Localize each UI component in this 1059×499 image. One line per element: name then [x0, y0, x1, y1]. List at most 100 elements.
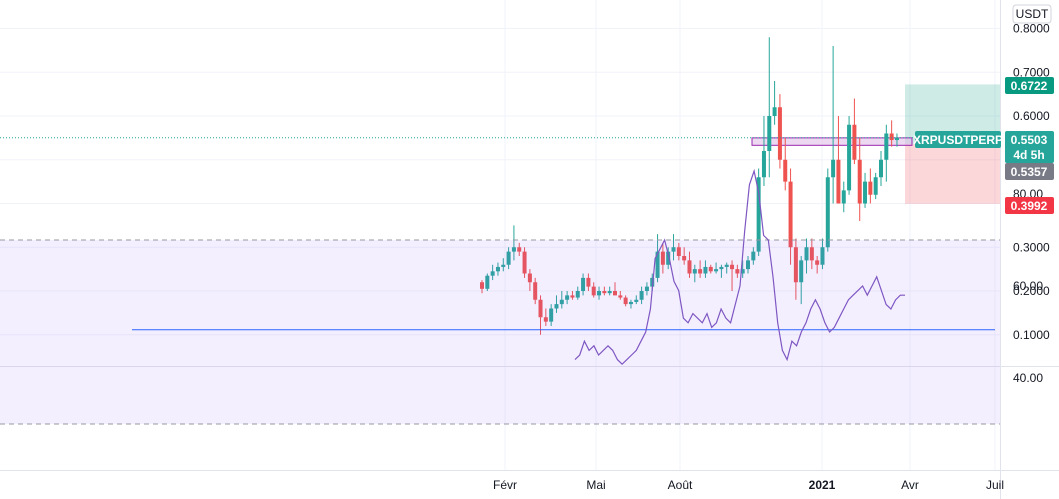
candle-body [857, 159, 862, 204]
candle [793, 238, 798, 300]
candle [687, 251, 692, 278]
candle [836, 116, 841, 204]
last-price-value: 0.5503 [1011, 133, 1048, 147]
candle-body [714, 269, 719, 272]
candle [644, 282, 649, 296]
candle [719, 264, 724, 278]
candle [623, 295, 628, 307]
time-tick-label: Juil [986, 478, 1004, 492]
candle [511, 225, 516, 261]
time-tick-label: Mai [586, 478, 605, 492]
candle-body [724, 264, 729, 267]
candle-body [533, 282, 538, 300]
candle [490, 264, 495, 281]
time-tick-label: Août [668, 478, 693, 492]
loss-zone[interactable] [905, 144, 1000, 204]
candle-body [607, 291, 612, 294]
candle-body [559, 299, 564, 305]
price-tick-label: 0.1000 [1013, 328, 1050, 342]
candle [565, 291, 570, 305]
rsi-band [0, 240, 1000, 424]
candle [879, 151, 883, 186]
candle-body [815, 260, 820, 265]
candle-body [708, 266, 713, 272]
candle-body [879, 159, 883, 178]
currency-badge[interactable] [1012, 4, 1052, 24]
price-tick-label: 0.8000 [1013, 22, 1050, 36]
candle-body [565, 295, 570, 300]
candle-body [868, 181, 873, 195]
candle-body [884, 133, 889, 160]
price-tick-label: 0.7000 [1013, 65, 1050, 79]
candle-body [735, 269, 740, 274]
candle-body [740, 269, 745, 274]
candle-body [847, 124, 852, 191]
candle-body [873, 177, 878, 195]
candle-body [581, 277, 586, 291]
candle-body [836, 159, 841, 204]
entry-tag: 0.5357 [1005, 163, 1054, 180]
last-price-tag: 0.5503 4d 5h [1005, 131, 1054, 163]
candle [703, 260, 708, 278]
candle [676, 242, 681, 261]
candle-body [777, 107, 782, 160]
candle-body [506, 251, 511, 265]
candle-body [511, 247, 516, 252]
candle-body [655, 251, 660, 278]
candle [831, 46, 836, 204]
candle-body [783, 159, 788, 182]
candle [761, 116, 766, 186]
candle-body [490, 271, 495, 276]
candle [857, 137, 862, 221]
candle [692, 264, 697, 283]
candle [522, 247, 527, 278]
rsi-pane[interactable] [0, 168, 1000, 425]
stop-loss-tag: 0.3992 [1005, 197, 1054, 214]
candle-body [543, 317, 548, 322]
candle [799, 256, 804, 305]
candle [825, 168, 830, 252]
candle-body [666, 251, 671, 265]
candle [618, 291, 623, 300]
candle-body [889, 133, 894, 141]
candle [501, 258, 506, 272]
candle-body [634, 299, 639, 302]
candle-body [687, 260, 692, 274]
candle [581, 273, 586, 296]
candle-body [863, 181, 868, 204]
candle-body [788, 181, 793, 248]
candle [809, 238, 814, 270]
candle [863, 172, 868, 208]
candle-body [698, 269, 703, 274]
candle-body [682, 256, 687, 261]
candle-body [804, 247, 809, 261]
stop-loss-value: 0.3992 [1011, 199, 1048, 213]
candle [607, 286, 612, 296]
rsi-tick-label: 60.00 [1013, 279, 1043, 293]
symbol-label: XRPUSDTPERP [913, 133, 1003, 147]
candle-body [852, 124, 857, 160]
candle [730, 260, 735, 291]
candle-body [772, 107, 777, 116]
candle-body [894, 137, 899, 141]
candle [480, 280, 484, 294]
bar-countdown: 4d 5h [1013, 148, 1044, 162]
candle [602, 286, 607, 296]
candle [777, 94, 782, 169]
candle [485, 273, 490, 291]
currency-label: USDT [1016, 7, 1049, 21]
candle [655, 234, 660, 283]
candle [570, 291, 575, 300]
candle [724, 262, 729, 274]
candle [756, 168, 761, 256]
candle [538, 295, 543, 335]
candle [889, 120, 894, 147]
candle-body [841, 190, 846, 204]
take-profit-value: 0.6722 [1011, 79, 1048, 93]
candle-body [761, 151, 766, 178]
candle-body [517, 247, 522, 252]
candle-body [671, 247, 676, 252]
candle [495, 262, 500, 276]
candle [804, 238, 809, 274]
